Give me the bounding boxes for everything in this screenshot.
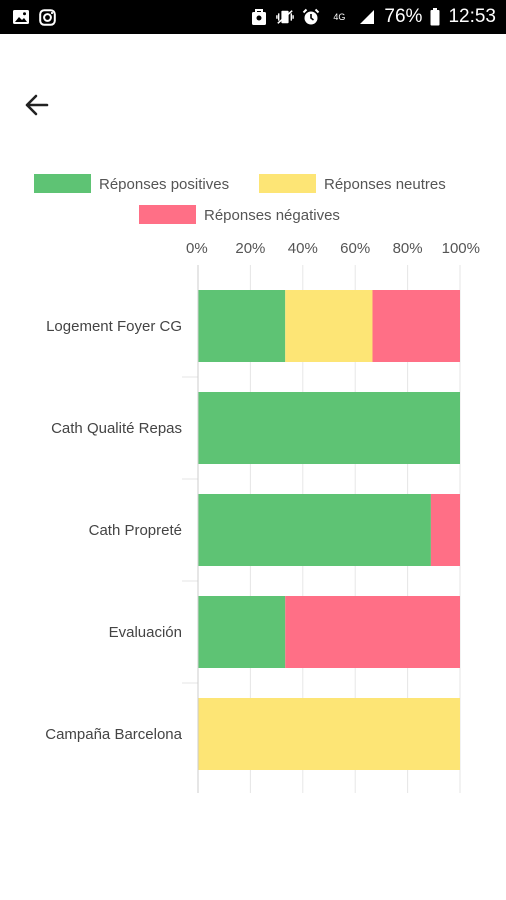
category-label: Cath Propreté	[89, 522, 182, 539]
x-tick-label: 20%	[235, 240, 265, 257]
image-icon	[12, 8, 30, 26]
x-tick-label: 40%	[288, 240, 318, 257]
legend-swatch-1	[259, 174, 316, 193]
signal-icon	[358, 8, 376, 26]
status-left	[12, 8, 56, 26]
bar-segment	[198, 698, 460, 770]
status-right: 4G 76% 12:53	[250, 6, 496, 28]
battery-icon	[430, 8, 440, 26]
category-label: Campaña Barcelona	[45, 726, 182, 743]
work-profile-icon	[250, 8, 268, 26]
bar-segment	[430, 494, 460, 566]
instagram-icon	[38, 8, 56, 26]
category-label: Logement Foyer CG	[46, 318, 182, 335]
x-tick-label: 80%	[393, 240, 423, 257]
x-tick-label: 100%	[442, 240, 480, 257]
bar-segment	[285, 290, 373, 362]
legend-swatch-2	[139, 205, 196, 224]
bar-segment	[285, 596, 460, 668]
bar-segment	[198, 290, 286, 362]
bar-segment	[198, 494, 431, 566]
status-bar: 4G 76% 12:53	[0, 0, 506, 34]
legend-label-1: Réponses neutres	[324, 176, 446, 193]
bar-segment	[372, 290, 460, 362]
category-label: Evaluación	[109, 624, 182, 641]
vibrate-icon	[276, 8, 295, 26]
x-tick-label: 60%	[340, 240, 370, 257]
legend-label-2: Réponses négatives	[204, 207, 340, 224]
network-type-label: 4G	[333, 11, 346, 22]
legend-label-0: Réponses positives	[99, 176, 229, 193]
network-icon: 4G	[328, 8, 350, 26]
battery-percent: 76%	[384, 6, 423, 27]
stacked-bar-chart: Réponses positives Réponses neutres Répons…	[34, 174, 480, 793]
arrow-left-icon	[25, 94, 49, 116]
bar-segment	[198, 596, 286, 668]
x-tick-label: 0%	[186, 240, 208, 257]
bar-segment	[198, 392, 460, 464]
legend-swatch-0	[34, 174, 91, 193]
status-time: 12:53	[448, 6, 496, 27]
back-button[interactable]	[20, 88, 54, 122]
category-label: Cath Qualité Repas	[51, 420, 182, 437]
alarm-icon	[302, 8, 320, 26]
